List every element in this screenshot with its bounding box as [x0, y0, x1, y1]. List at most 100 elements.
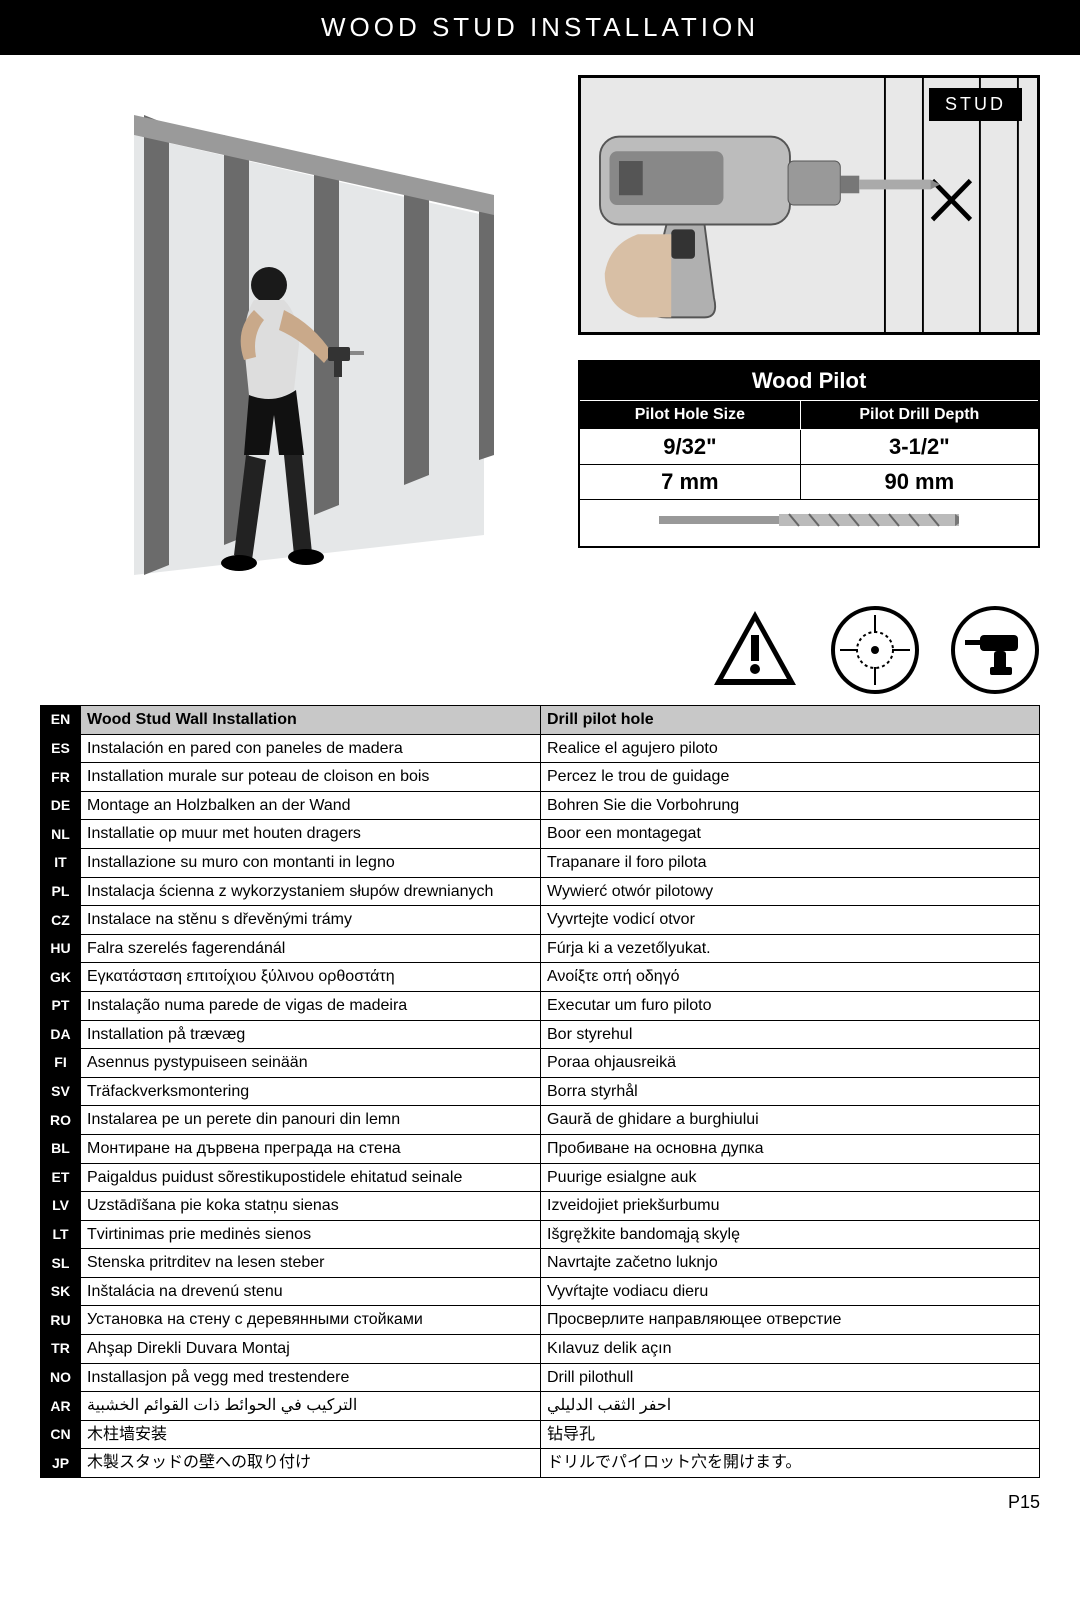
lang-left-text: Установка на стену с деревянными стойкам… — [81, 1306, 541, 1335]
lang-code: IT — [41, 848, 81, 877]
language-table: ENWood Stud Wall InstallationDrill pilot… — [40, 705, 1040, 1478]
lang-code: CN — [41, 1420, 81, 1449]
lang-left-text: 木製スタッドの壁への取り付け — [81, 1449, 541, 1478]
lang-right-text: Ανοίξτε οπή οδηγό — [541, 963, 1040, 992]
spec-metric-depth: 90 mm — [800, 465, 1039, 500]
lang-left-text: Installatie op muur met houten dragers — [81, 820, 541, 849]
stud-label: STUD — [929, 88, 1022, 121]
lang-right-text: Пробиване на основна дупка — [541, 1134, 1040, 1163]
lang-left-text: Träfackverksmontering — [81, 1077, 541, 1106]
lang-right-text: ドリルでパイロット穴を開けます。 — [541, 1449, 1040, 1478]
lang-left-text: Tvirtinimas prie medinės sienos — [81, 1220, 541, 1249]
spec-title: Wood Pilot — [579, 361, 1039, 401]
spec-metric-size: 7 mm — [579, 465, 800, 500]
table-row: ITInstallazione su muro con montanti in … — [41, 848, 1040, 877]
table-row: TRAhşap Direkli Duvara MontajKılavuz del… — [41, 1335, 1040, 1364]
lang-right-text: Drill pilot hole — [541, 706, 1040, 735]
lang-right-text: Borra styrhål — [541, 1077, 1040, 1106]
lang-right-text: Просверлите направляющее отверстие — [541, 1306, 1040, 1335]
lang-right-text: Vyvrtejte vodicí otvor — [541, 906, 1040, 935]
spec-imperial-depth: 3-1/2" — [800, 430, 1039, 465]
spec-col2-header: Pilot Drill Depth — [800, 401, 1039, 430]
lang-code: JP — [41, 1449, 81, 1478]
table-row: BLМонтиране на дървена преграда на стена… — [41, 1134, 1040, 1163]
table-row: ESInstalación en pared con paneles de ma… — [41, 734, 1040, 763]
table-row: JP木製スタッドの壁への取り付けドリルでパイロット穴を開けます。 — [41, 1449, 1040, 1478]
table-row: CZInstalace na stěnu s dřevěnými trámyVy… — [41, 906, 1040, 935]
wall-illustration — [40, 75, 548, 595]
lang-right-text: Fúrja ki a vezetőlyukat. — [541, 934, 1040, 963]
table-row: PLInstalacja ścienna z wykorzystaniem sł… — [41, 877, 1040, 906]
lang-left-text: Installation murale sur poteau de cloiso… — [81, 763, 541, 792]
lang-right-text: Boor een montagegat — [541, 820, 1040, 849]
lang-left-text: Installasjon på vegg med trestendere — [81, 1363, 541, 1392]
table-row: FRInstallation murale sur poteau de cloi… — [41, 763, 1040, 792]
lang-code: NO — [41, 1363, 81, 1392]
lang-right-text: Izveidojiet priekšurbumu — [541, 1192, 1040, 1221]
table-row: DAInstallation på trævægBor styrehul — [41, 1020, 1040, 1049]
lang-code: HU — [41, 934, 81, 963]
lang-right-text: Executar um furo piloto — [541, 991, 1040, 1020]
right-column: STUD — [578, 75, 1040, 595]
lang-code: RO — [41, 1106, 81, 1135]
lang-code: EN — [41, 706, 81, 735]
table-row: DEMontage an Holzbalken an der WandBohre… — [41, 791, 1040, 820]
lang-code: LT — [41, 1220, 81, 1249]
lang-right-text: Navrtajte začetno luknjo — [541, 1249, 1040, 1278]
lang-code: PL — [41, 877, 81, 906]
lang-code: DE — [41, 791, 81, 820]
lang-code: ET — [41, 1163, 81, 1192]
table-row: SVTräfackverksmonteringBorra styrhål — [41, 1077, 1040, 1106]
table-row: HUFalra szerelés fagerendánálFúrja ki a … — [41, 934, 1040, 963]
lang-code: ES — [41, 734, 81, 763]
lang-right-text: Išgręžkite bandomąją skylę — [541, 1220, 1040, 1249]
lang-left-text: Paigaldus puidust sõrestikupostidele ehi… — [81, 1163, 541, 1192]
table-row: ENWood Stud Wall InstallationDrill pilot… — [41, 706, 1040, 735]
lang-code: FI — [41, 1049, 81, 1078]
page-number: P15 — [0, 1488, 1080, 1523]
lang-right-text: Realice el agujero piloto — [541, 734, 1040, 763]
lang-left-text: Wood Stud Wall Installation — [81, 706, 541, 735]
lang-right-text: Trapanare il foro pilota — [541, 848, 1040, 877]
lang-code: SL — [41, 1249, 81, 1278]
lang-right-text: Percez le trou de guidage — [541, 763, 1040, 792]
lang-code: BL — [41, 1134, 81, 1163]
wall-drill-person-svg — [84, 95, 504, 595]
lang-right-text: Puurige esialgne auk — [541, 1163, 1040, 1192]
lang-left-text: Falra szerelés fagerendánál — [81, 934, 541, 963]
lang-right-text: Wywierć otwór pilotowy — [541, 877, 1040, 906]
lang-left-text: Installazione su muro con montanti in le… — [81, 848, 541, 877]
drill-bit-image-cell — [579, 500, 1039, 548]
lang-right-text: Gaură de ghidare a burghiului — [541, 1106, 1040, 1135]
lang-left-text: Asennus pystypuiseen seinään — [81, 1049, 541, 1078]
spec-imperial-size: 9/32" — [579, 430, 800, 465]
lang-left-text: التركيب في الحوائط ذات القوائم الخشبية — [81, 1392, 541, 1421]
warning-triangle-icon — [710, 605, 800, 695]
lang-left-text: Instalarea pe un perete din panouri din … — [81, 1106, 541, 1135]
spec-col1-header: Pilot Hole Size — [579, 401, 800, 430]
lang-code: CZ — [41, 906, 81, 935]
upper-section: STUD — [0, 55, 1080, 605]
table-row: ROInstalarea pe un perete din panouri di… — [41, 1106, 1040, 1135]
table-row: ARالتركيب في الحوائط ذات القوائم الخشبية… — [41, 1392, 1040, 1421]
table-row: PTInstalação numa parede de vigas de mad… — [41, 991, 1040, 1020]
drill-tool-icon — [950, 605, 1040, 695]
warning-icons-row — [0, 605, 1080, 705]
table-row: LTTvirtinimas prie medinės sienosIšgręžk… — [41, 1220, 1040, 1249]
table-row: LVUzstādīšana pie koka statņu sienasIzve… — [41, 1192, 1040, 1221]
table-row: ETPaigaldus puidust sõrestikupostidele e… — [41, 1163, 1040, 1192]
table-row: GKΕγκατάσταση επιτοίχιου ξύλινου ορθοστά… — [41, 963, 1040, 992]
lang-code: LV — [41, 1192, 81, 1221]
lang-code: TR — [41, 1335, 81, 1364]
lang-left-text: Монтиране на дървена преграда на стена — [81, 1134, 541, 1163]
lang-code: SV — [41, 1077, 81, 1106]
table-row: NOInstallasjon på vegg med trestendereDr… — [41, 1363, 1040, 1392]
table-row: RUУстановка на стену с деревянными стойк… — [41, 1306, 1040, 1335]
lang-code: AR — [41, 1392, 81, 1421]
table-row: SKInštalácia na drevenú stenuVyvŕtajte v… — [41, 1277, 1040, 1306]
lang-code: SK — [41, 1277, 81, 1306]
lang-left-text: Installation på trævæg — [81, 1020, 541, 1049]
lang-left-text: Inštalácia na drevenú stenu — [81, 1277, 541, 1306]
table-row: NLInstallatie op muur met houten dragers… — [41, 820, 1040, 849]
lang-left-text: Ahşap Direkli Duvara Montaj — [81, 1335, 541, 1364]
